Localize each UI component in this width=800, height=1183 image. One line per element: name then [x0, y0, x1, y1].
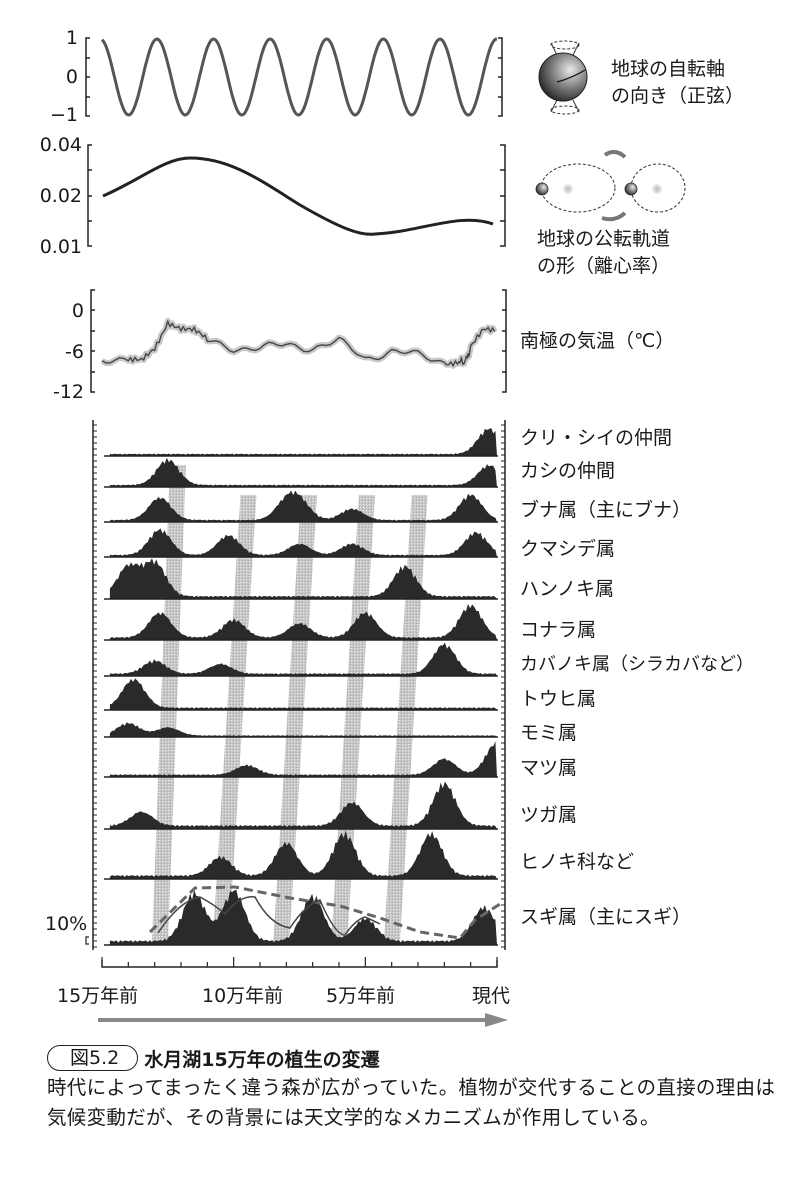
taxon-label: モミ属	[520, 722, 578, 744]
ecc-tick-mid: 0.02	[39, 185, 82, 207]
axial-tick-mid: 0	[65, 66, 78, 88]
taxon-label: マツ属	[520, 757, 578, 779]
taxon-label: ハンノキ属	[520, 578, 615, 600]
caption-body: 時代によってまったく違う森が広がっていた。植物が交代することの直接の理由は気候変…	[47, 1076, 776, 1129]
taxon-label: カバノキ属（シラカバなど）	[520, 654, 754, 675]
scale-label: 10%	[45, 913, 88, 935]
taxon-label: クマシデ属	[520, 538, 616, 560]
taxon-label: トウヒ属	[520, 688, 597, 710]
temp-label: 南極の気温（℃）	[520, 330, 675, 352]
taxon-label: スギ属（主にスギ）	[520, 906, 692, 928]
taxon-label: ツガ属	[520, 804, 578, 826]
x-label-50k: 5万年前	[326, 985, 396, 1007]
ecc-label-line1: 地球の公転軌道	[537, 228, 671, 250]
ecc-tick-bottom: 0.01	[39, 236, 82, 258]
taxon-label: クリ・シイの仲間	[520, 427, 673, 449]
figure-caption: 図5.2 水月湖15万年の植生の変遷 時代によってまったく違う森が広がっていた。…	[47, 1045, 787, 1133]
axial-tick-bottom: −1	[49, 104, 78, 126]
taxon-label: ブナ属（主にブナ）	[520, 499, 692, 521]
figure-title: 水月湖15万年の植生の変遷	[144, 1048, 380, 1071]
pollen-panel	[92, 420, 506, 950]
time-arrow-icon	[98, 1013, 508, 1027]
temp-tick-minus6: -6	[65, 341, 84, 363]
taxon-label: ヒノキ科など	[520, 851, 635, 873]
orbit-icon	[535, 150, 686, 222]
figure-number-badge: 図5.2	[47, 1045, 139, 1071]
taxon-label: コナラ属	[520, 619, 597, 641]
axial-tick-top: 1	[65, 27, 78, 49]
axial-panel	[85, 37, 503, 117]
taxon-label: カシの仲間	[520, 460, 616, 482]
temp-tick-0: 0	[71, 300, 84, 322]
scale-bracket	[85, 936, 89, 945]
x-label-100k: 10万年前	[202, 985, 284, 1007]
earth-tilt-icon	[538, 40, 588, 115]
x-label-present: 現代	[472, 985, 511, 1007]
x-label-150k: 15万年前	[57, 985, 139, 1007]
axial-label-line2: の向き（正弦）	[611, 85, 745, 107]
axial-label-line1: 地球の自転軸	[611, 58, 726, 80]
ecc-label-line2: の形（離心率）	[537, 255, 671, 277]
eccentricity-panel	[87, 144, 506, 247]
ecc-tick-top: 0.04	[39, 134, 82, 156]
temperature-panel	[90, 289, 507, 393]
temp-tick-minus12: -12	[52, 381, 84, 403]
time-axis	[101, 957, 498, 968]
